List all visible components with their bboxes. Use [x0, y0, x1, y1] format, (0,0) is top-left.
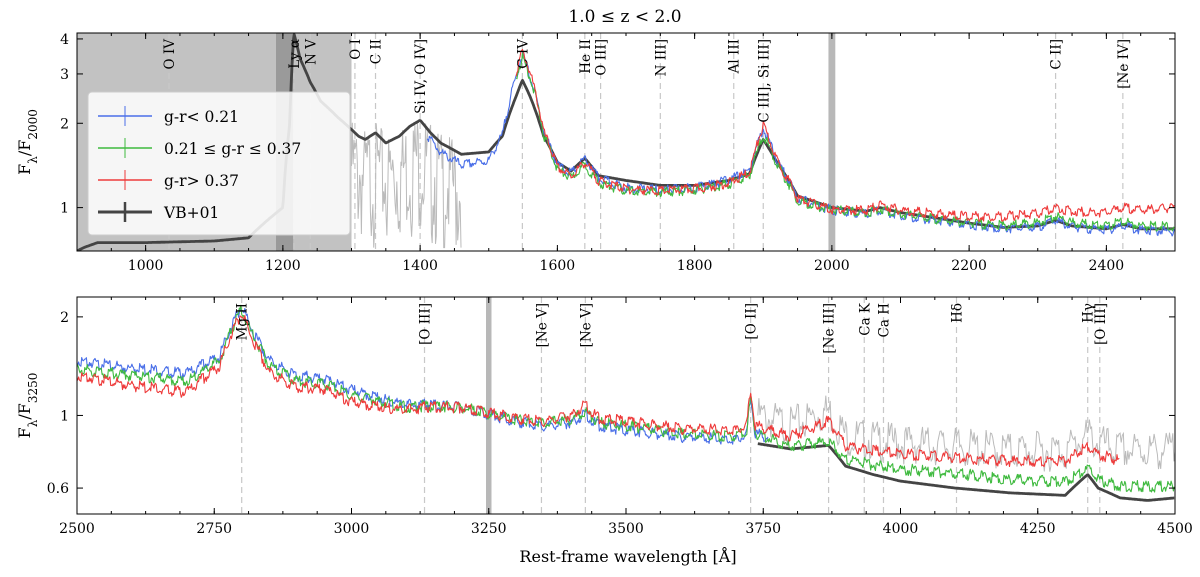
x-tick-label: 2400: [1089, 258, 1125, 274]
line-label: Hδ: [949, 303, 965, 323]
x-tick-label: 4000: [883, 521, 919, 537]
line-label: [O III]: [1093, 303, 1109, 345]
line-label: O IV: [162, 39, 178, 70]
y-tick-label: 4: [60, 32, 69, 48]
x-tick-label: 4500: [1157, 521, 1193, 537]
x-tick-label: 2000: [814, 258, 850, 274]
x-tick-label: 1800: [677, 258, 713, 274]
individual-spectra-line: [351, 121, 462, 249]
legend-label: VB+01: [163, 204, 219, 222]
x-tick-label: 1600: [540, 258, 576, 274]
x-tick-label: 3750: [745, 521, 781, 537]
x-tick-label: 1400: [402, 258, 438, 274]
x-tick-label: 4250: [1020, 521, 1056, 537]
y-axis-label: Fλ/F2000: [15, 109, 40, 175]
line-label: C III], Si III]: [756, 39, 772, 123]
y-tick-label: 3: [60, 67, 69, 83]
line-label: O III]: [594, 39, 610, 76]
line-label: Si IV, O IV]: [413, 39, 429, 114]
series-line-g-r-0-21: [426, 50, 1175, 237]
line-label: [O III]: [418, 303, 434, 345]
line-label: O I: [348, 39, 364, 60]
x-tick-label: 1000: [128, 258, 164, 274]
normalization-band: [486, 297, 492, 514]
bottom-panel: 2500 2750 3000 3250 3500 3750 4000 4250 4500 0.6 1…: [15, 296, 1193, 537]
line-label: Al III: [727, 39, 743, 74]
line-label: N V: [303, 39, 319, 65]
y-tick-label: 2: [60, 116, 69, 132]
line-label: [Ne V]: [534, 303, 550, 347]
chart-title: 1.0 ≤ z < 2.0: [568, 7, 681, 27]
line-label: Ca K: [857, 302, 873, 336]
legend-label: 0.21 ≤ g-r ≤ 0.37: [164, 140, 301, 158]
line-label: Ca H: [876, 303, 892, 338]
line-label: [O II]: [744, 303, 760, 340]
y-tick-label: 1: [60, 408, 69, 424]
y-axis-label: Fλ/F3250: [15, 373, 40, 439]
line-label: He II: [578, 39, 594, 74]
x-tick-label: 2500: [59, 521, 95, 537]
line-label: Hγ: [1081, 303, 1097, 323]
line-label: C II]: [1049, 39, 1065, 70]
x-tick-label: 2200: [951, 258, 987, 274]
legend-label: g-r< 0.21: [164, 108, 239, 126]
y-tick-label: 0.6: [47, 481, 69, 497]
x-tick-label: 3250: [471, 521, 507, 537]
line-label: Mg II: [235, 303, 251, 340]
line-label: C II: [369, 39, 385, 64]
x-tick-label: 3500: [608, 521, 644, 537]
series-line-g-r-0-37: [77, 314, 1120, 468]
line-label: N III]: [653, 39, 669, 76]
legend-label: g-r> 0.37: [164, 172, 239, 190]
series-line-g-r-0-37: [515, 48, 1175, 222]
individual-spectra: [351, 121, 462, 249]
line-label: C IV: [515, 39, 531, 69]
y-tick-label: 2: [60, 310, 69, 326]
x-tick-label: 3000: [334, 521, 370, 537]
line-label: [Ne IV]: [1116, 39, 1132, 89]
line-label: [Ne V]: [578, 303, 594, 347]
line-label: [Ne III]: [822, 303, 838, 354]
normalization-band: [828, 33, 836, 251]
line-label: Ly α: [287, 39, 303, 69]
series-line-0-21-g-r-0-37: [515, 52, 1175, 232]
x-axis-label: Rest-frame wavelength [Å]: [519, 546, 736, 566]
x-tick-label: 2750: [196, 521, 232, 537]
x-tick-label: 1200: [265, 258, 301, 274]
y-tick-label: 1: [60, 201, 69, 217]
legend: g-r< 0.21 0.21 ≤ g-r ≤ 0.37 g-r> 0.37 VB+01: [87, 91, 351, 236]
legend-box: [87, 91, 351, 236]
